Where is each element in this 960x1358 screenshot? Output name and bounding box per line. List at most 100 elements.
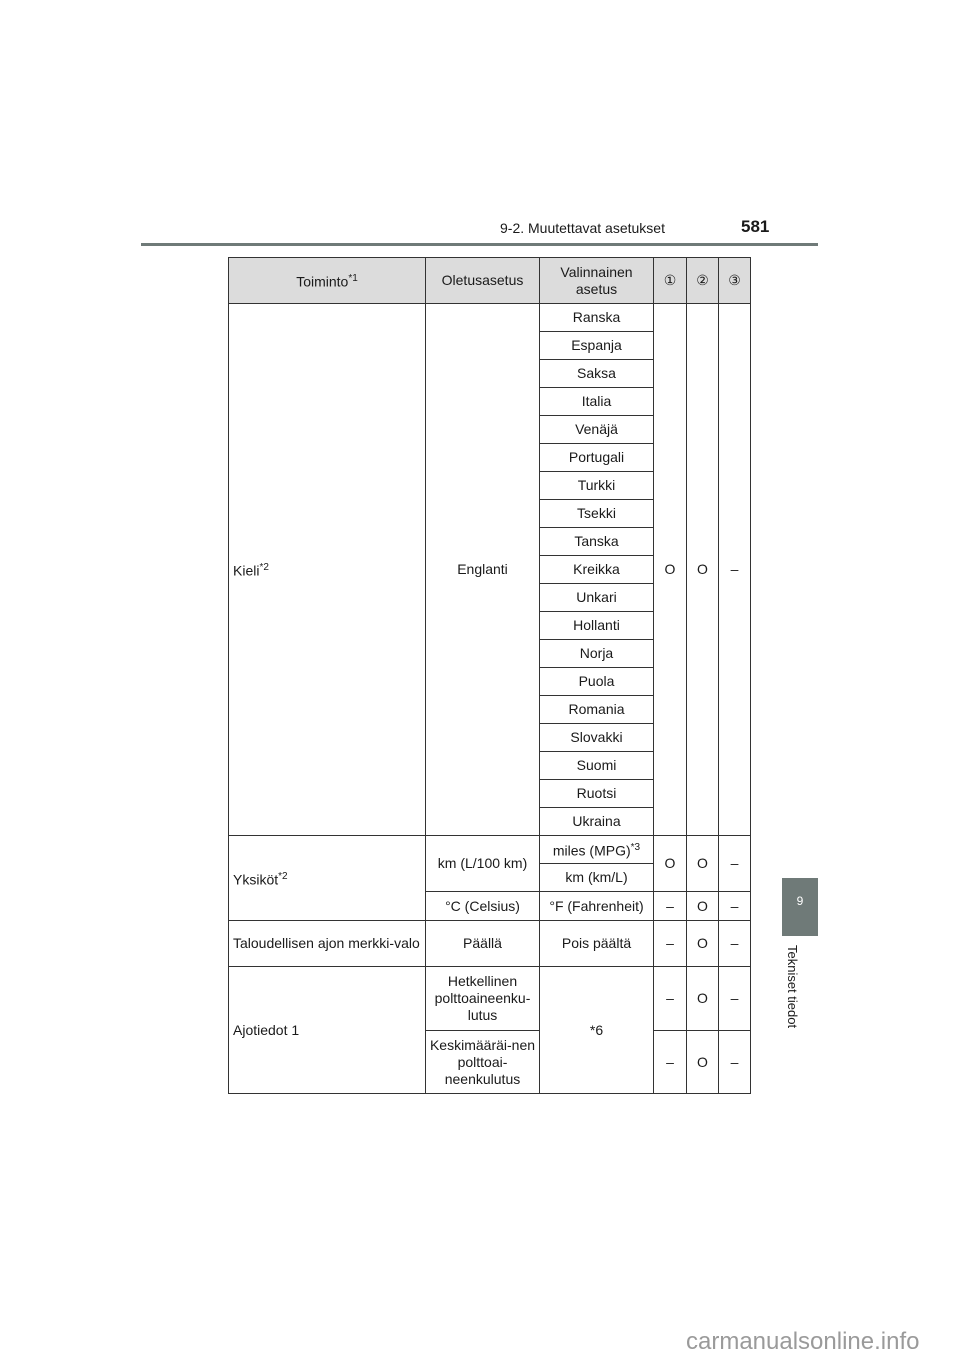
- table-cell: O: [686, 303, 719, 836]
- cell-text: Turkki: [577, 477, 616, 493]
- cell-text: Päällä: [463, 935, 502, 951]
- cell-text: Suomi: [576, 757, 617, 773]
- option-cell: Venäjä: [539, 415, 654, 444]
- cell-text: O: [697, 897, 708, 914]
- table-row: Hollanti: [229, 611, 751, 640]
- column-header: Toiminto*1: [228, 257, 426, 304]
- cell-text: Keskimääräi-nen polttoai-neenkulutus: [429, 1036, 536, 1087]
- cell-text: Romania: [568, 701, 625, 717]
- cell-text: Ranska: [572, 309, 621, 325]
- option-cell: Tanska: [539, 527, 654, 556]
- cell-text: °C (Celsius): [445, 897, 520, 914]
- cell-text: Ukraina: [572, 813, 621, 829]
- table-row: Romania: [229, 695, 751, 724]
- cell-text: O: [697, 1053, 708, 1070]
- option-cell: Slovakki: [539, 723, 654, 752]
- watermark: carmanualsonline.info: [686, 1328, 920, 1355]
- table-cell: Päällä: [425, 920, 540, 967]
- column-header: ②: [686, 257, 719, 304]
- cell-text: ③: [728, 272, 741, 288]
- cell-text: O: [664, 855, 676, 871]
- option-cell: Italia: [539, 387, 654, 416]
- section-title: 9-2. Muutettavat asetukset: [500, 220, 665, 236]
- cell-text: Tsekki: [577, 505, 616, 521]
- option-cell: Ukraina: [539, 807, 654, 836]
- option-cell: Turkki: [539, 471, 654, 500]
- cell-text: km (km/L): [565, 869, 628, 885]
- table-cell: °C (Celsius): [425, 891, 540, 921]
- settings-table: Toiminto*1 Oletusasetus Valinnainen asetus…: [228, 257, 751, 1094]
- footnote-ref: *2: [278, 870, 288, 882]
- table-row: Suomi: [229, 751, 751, 780]
- cell-text: Kreikka: [573, 561, 620, 577]
- column-header: ③: [718, 257, 751, 304]
- cell-text: Unkari: [576, 589, 617, 605]
- cell-text: km (L/100 km): [437, 855, 528, 871]
- table-row: Turkki: [229, 471, 751, 500]
- table-row: Taloudellisen ajon merkki-valo Päällä Pois…: [228, 920, 751, 967]
- cell-text: Englanti: [457, 561, 508, 577]
- table-row: Saksa: [229, 359, 751, 388]
- table-row: Espanja: [229, 331, 751, 360]
- cell-text: –: [730, 1053, 739, 1070]
- table-cell: O: [686, 966, 719, 1031]
- table-cell: km (km/L): [539, 863, 654, 892]
- cell-text: Ajotiedot 1: [233, 1021, 300, 1038]
- option-cell: Puola: [539, 667, 654, 696]
- cell-text: ①: [663, 272, 677, 288]
- cell-text: Hollanti: [573, 617, 620, 633]
- table-row: Puola: [229, 667, 751, 696]
- table-row: Portugali: [229, 443, 751, 472]
- cell-text: Slovakki: [570, 729, 623, 745]
- cell-text: Tanska: [574, 533, 619, 549]
- table-cell: O: [686, 835, 719, 892]
- option-cell: Ranska: [539, 303, 654, 332]
- option-cell: Norja: [539, 639, 654, 668]
- table-row: Ajotiedot 1 Hetkellinen polttoaineenku-lu…: [228, 966, 751, 1094]
- table-cell: Pois päältä: [539, 920, 654, 967]
- option-cell: Unkari: [539, 583, 654, 612]
- table-cell: Keskimääräi-nen polttoai-neenkulutus: [425, 1030, 540, 1094]
- cell-text: –: [730, 935, 739, 951]
- cell-text: ②: [696, 272, 709, 288]
- cell-text: O: [697, 990, 708, 1006]
- cell-text: Norja: [579, 645, 614, 661]
- column-header: Valinnainen asetus: [539, 257, 654, 304]
- table-cell: –: [653, 1030, 687, 1094]
- table-cell: km (L/100 km): [425, 835, 540, 892]
- table-row: Keskimääräi-nen polttoai-neenkulutus – O –: [229, 1030, 751, 1094]
- option-cell: Romania: [539, 695, 654, 724]
- table-cell: °F (Fahrenheit): [539, 891, 654, 921]
- option-cell: Hollanti: [539, 611, 654, 640]
- cell-text: Ruotsi: [576, 785, 617, 801]
- table-cell: –: [653, 966, 687, 1031]
- setting-name: Yksiköt*2: [228, 835, 426, 921]
- footnote-ref: *3: [630, 842, 641, 854]
- cell-text: Espanja: [571, 337, 622, 353]
- cell-text: Oletusasetus: [441, 272, 524, 288]
- table-cell: –: [718, 920, 751, 967]
- table-cell: O: [653, 835, 687, 892]
- table-cell: –: [653, 891, 687, 921]
- cell-text: Yksiköt: [233, 871, 279, 888]
- cell-text: –: [730, 561, 739, 577]
- cell-text: Taloudellisen ajon merkki-valo: [233, 935, 420, 951]
- chapter-tab[interactable]: 9: [782, 878, 818, 936]
- table-cell: –: [718, 1030, 751, 1094]
- table-row: Unkari: [229, 583, 751, 612]
- option-cell: Saksa: [539, 359, 654, 388]
- header-rule: [141, 243, 818, 246]
- cell-text: miles (MPG): [552, 842, 631, 859]
- cell-text: –: [730, 855, 739, 871]
- footnote-ref: *2: [259, 562, 269, 574]
- table-cell: *6: [539, 966, 654, 1094]
- column-header: Oletusasetus: [425, 257, 540, 304]
- option-cell: Espanja: [539, 331, 654, 360]
- table-cell: –: [718, 891, 751, 921]
- table-cell: miles (MPG)*3: [539, 835, 654, 864]
- table-row: °C (Celsius) °F (Fahrenheit) – O –: [229, 891, 751, 921]
- option-cell: Suomi: [539, 751, 654, 780]
- cell-text: O: [697, 935, 708, 951]
- table-cell: O: [653, 303, 687, 836]
